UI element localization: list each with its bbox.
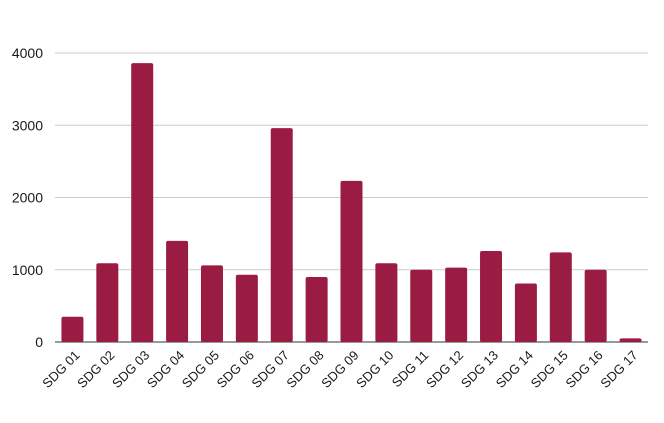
- bar-sdg-17: [619, 338, 642, 342]
- bar-sdg-01: [61, 316, 84, 342]
- x-tick-label: SDG 10: [353, 348, 396, 391]
- bar-sdg-07: [270, 128, 293, 342]
- y-tick-label: 2000: [12, 190, 43, 206]
- bar-sdg-05: [200, 265, 223, 342]
- bar-sdg-14: [514, 283, 537, 342]
- x-tick-label: SDG 09: [318, 348, 361, 391]
- x-tick-label: SDG 08: [283, 348, 326, 391]
- x-tick-label: SDG 11: [389, 348, 432, 391]
- bar-sdg-11: [410, 269, 433, 342]
- bars: [61, 63, 642, 343]
- bar-sdg-06: [235, 274, 258, 342]
- bar-sdg-10: [375, 263, 398, 342]
- x-tick-label: SDG 05: [179, 348, 222, 391]
- y-tick-label: 4000: [12, 45, 43, 61]
- bar-sdg-02: [96, 263, 119, 342]
- bar-sdg-04: [166, 240, 189, 342]
- bar-sdg-13: [480, 250, 503, 342]
- x-tick-label: SDG 15: [528, 348, 571, 391]
- x-tick-label: SDG 01: [39, 348, 82, 391]
- x-tick-label: SDG 07: [249, 348, 292, 391]
- bar-sdg-03: [131, 63, 154, 343]
- y-tick-label: 1000: [12, 262, 43, 278]
- bar-sdg-09: [340, 180, 363, 342]
- bar-sdg-16: [584, 269, 607, 342]
- x-tick-label: SDG 12: [423, 348, 466, 391]
- x-tick-label: SDG 02: [74, 348, 117, 391]
- y-axis-ticks: 0 1000 2000 3000 4000: [12, 45, 43, 350]
- x-tick-label: SDG 16: [562, 348, 605, 391]
- y-tick-label: 0: [35, 334, 43, 350]
- bar-sdg-15: [549, 252, 572, 342]
- y-tick-label: 3000: [12, 117, 43, 133]
- x-tick-label: SDG 17: [597, 348, 640, 391]
- x-tick-label: SDG 03: [109, 348, 152, 391]
- x-tick-label: SDG 14: [493, 348, 536, 391]
- bar-sdg-12: [445, 267, 468, 342]
- x-tick-label: SDG 13: [458, 348, 501, 391]
- x-tick-label: SDG 06: [214, 348, 257, 391]
- bar-sdg-08: [305, 276, 328, 342]
- x-tick-label: SDG 04: [144, 348, 187, 391]
